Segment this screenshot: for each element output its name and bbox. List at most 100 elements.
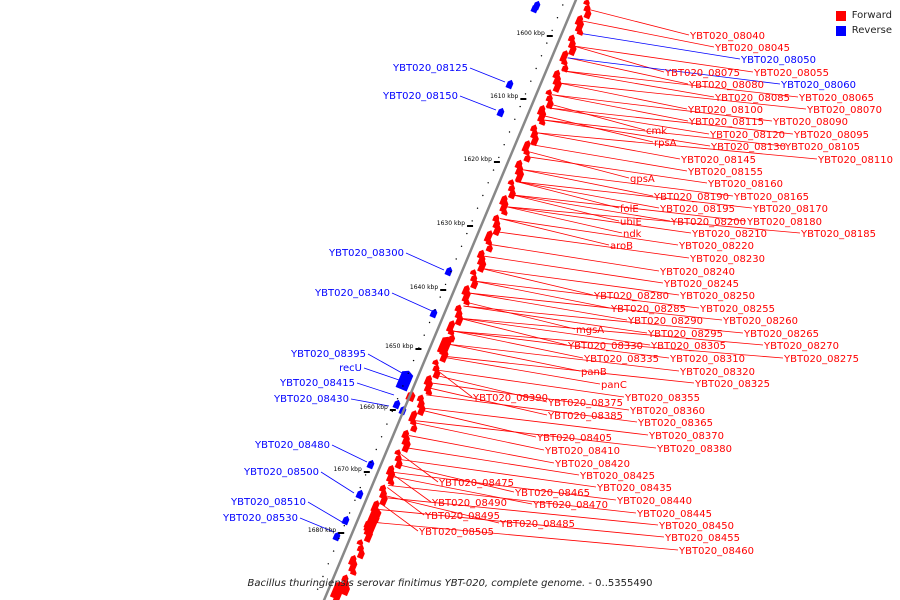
gene-features — [329, 0, 592, 600]
forward-gene-arrow — [576, 29, 584, 36]
forward-gene-arrow — [477, 260, 487, 273]
axis-minor-tick — [428, 321, 431, 324]
axis-minor-tick — [380, 436, 383, 438]
forward-gene-arrow — [523, 149, 530, 156]
reverse-gene-label: YBT020_08415 — [279, 378, 355, 389]
forward-label-connector — [562, 70, 715, 98]
forward-label-connector — [510, 194, 671, 222]
forward-label-connector — [429, 387, 548, 416]
forward-gene-label: ndk — [623, 229, 642, 240]
forward-gene-label: YBT020_08190 — [653, 192, 729, 203]
reverse-gene-arrow — [355, 489, 364, 500]
forward-gene-label: YBT020_08410 — [544, 446, 620, 457]
forward-label-connector — [557, 82, 688, 110]
forward-label-connector — [434, 374, 548, 403]
forward-gene-label: YBT020_08470 — [532, 500, 608, 511]
forward-gene-label: YBT020_08320 — [679, 367, 755, 378]
axis-minor-tick — [546, 42, 548, 44]
forward-gene-arrow — [394, 449, 401, 456]
forward-gene-arrow — [348, 560, 358, 573]
forward-gene-arrow — [356, 549, 365, 560]
forward-gene-label: YBT020_08490 — [431, 498, 507, 509]
reverse-gene-arrow — [444, 266, 453, 277]
forward-gene-label: aroB — [610, 241, 633, 252]
axis-minor-tick — [423, 334, 425, 336]
forward-gene-arrow — [545, 89, 553, 96]
forward-label-connector — [436, 369, 625, 398]
genome-axis — [322, 0, 578, 600]
forward-gene-arrow — [537, 110, 547, 123]
forward-label-connector — [567, 57, 689, 85]
forward-gene-label: YBT020_08405 — [536, 433, 612, 444]
forward-gene-arrow — [523, 154, 531, 163]
axis-minor-tick — [540, 55, 543, 57]
forward-gene-label: YBT020_08130 — [710, 142, 786, 153]
forward-swatch — [835, 10, 846, 21]
axis-minor-tick — [343, 525, 345, 527]
forward-label-connector — [414, 422, 545, 451]
axis-minor-tick — [322, 575, 324, 578]
forward-gene-arrow — [499, 200, 509, 213]
reverse-gene-arrow — [341, 515, 350, 526]
axis-minor-tick — [391, 410, 393, 413]
axis-minor-tick — [348, 512, 351, 514]
forward-label-connector — [388, 484, 637, 514]
forward-gene-label: mgsA — [576, 325, 604, 336]
legend-label-reverse: Reverse — [851, 25, 892, 36]
forward-label-connector — [494, 231, 690, 259]
forward-gene-arrow — [423, 380, 433, 393]
axis-minor-tick — [524, 93, 527, 95]
forward-gene-label: YBT020_08200 — [670, 217, 746, 228]
forward-label-connector — [505, 206, 692, 234]
forward-gene-label: YBT020_08045 — [714, 43, 790, 54]
axis-minor-tick — [466, 232, 468, 235]
forward-gene-label: YBT020_08085 — [714, 93, 790, 104]
forward-gene-label: YBT020_08155 — [687, 167, 763, 178]
forward-label-connector — [484, 255, 664, 284]
forward-label-connector — [552, 94, 773, 122]
forward-gene-arrow — [552, 80, 562, 93]
reverse-gene-label: YBT020_08510 — [230, 497, 306, 508]
forward-gene-arrow — [568, 45, 577, 57]
forward-gene-arrow — [470, 279, 479, 290]
axis-minor-tick — [402, 385, 404, 387]
forward-gene-label: YBT020_08120 — [709, 130, 785, 141]
forward-gene-label: YBT020_08335 — [583, 354, 659, 365]
reverse-label-connector — [356, 382, 395, 396]
forward-gene-label: YBT020_08440 — [616, 496, 692, 507]
forward-label-connector — [500, 218, 610, 246]
forward-gene-label: YBT020_08210 — [691, 229, 767, 240]
forward-gene-label: YBT020_08105 — [784, 142, 860, 153]
forward-gene-arrow — [447, 329, 455, 336]
forward-gene-arrow — [521, 140, 531, 153]
forward-gene-arrow — [349, 569, 357, 576]
forward-gene-label: YBT020_08390 — [472, 393, 548, 404]
forward-gene-label: YBT020_08115 — [688, 117, 764, 128]
forward-gene-label: YBT020_08450 — [658, 521, 734, 532]
forward-label-connector — [500, 218, 679, 246]
axis-minor-tick — [503, 144, 505, 146]
forward-gene-label: gpsA — [630, 174, 655, 185]
forward-label-connector — [479, 267, 680, 296]
reverse-label-connector — [299, 517, 335, 533]
forward-label-connector — [372, 521, 679, 551]
forward-label-connector — [452, 330, 784, 359]
forward-gene-arrow — [425, 389, 433, 396]
axis-tick-label: 1610 kbp — [490, 93, 518, 100]
axis-minor-tick — [396, 398, 399, 400]
forward-gene-label: YBT020_08380 — [656, 444, 732, 455]
forward-gene-label: YBT020_08295 — [647, 329, 723, 340]
forward-gene-arrow — [356, 539, 364, 546]
axis-tick-label: 1660 kbp — [360, 404, 388, 411]
forward-gene-label: folE — [620, 204, 639, 215]
axis-tick-label: 1600 kbp — [517, 30, 545, 37]
forward-gene-label: YBT020_08245 — [663, 279, 739, 290]
forward-label-connector — [546, 107, 794, 135]
caption-organism: Bacillus thuringiensis serovar finitimus… — [247, 578, 586, 589]
forward-gene-label: YBT020_08060 — [780, 80, 856, 91]
forward-gene-label: YBT020_08075 — [664, 68, 740, 79]
forward-label-connector — [458, 317, 568, 346]
forward-gene-arrow — [432, 369, 441, 380]
reverse-gene-arrow — [366, 459, 375, 470]
forward-gene-label: YBT020_08080 — [688, 80, 764, 91]
